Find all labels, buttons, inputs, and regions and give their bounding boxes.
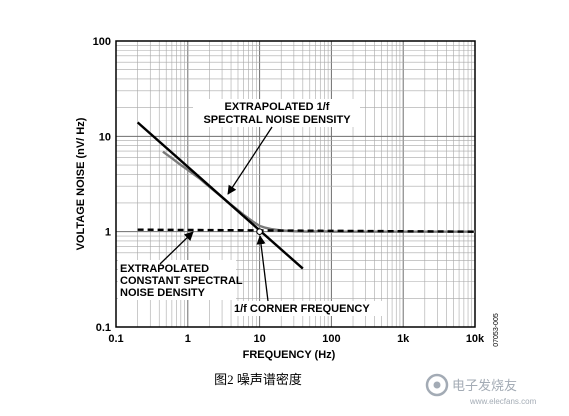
plot-frame [115,40,476,328]
annotation-constant-arrow [159,231,194,265]
x-tick-label: 10 [253,333,265,345]
measured-noise-series [162,150,475,233]
corner-point-marker [256,228,263,235]
annotation-1f-bg [193,99,360,127]
annotation-1f-arrow [227,126,273,195]
annotation-constant-line3: NOISE DENSITY [120,287,206,299]
annotation-1f-line1: EXTRAPOLATED 1/f [225,101,330,113]
x-tick-label: 1k [397,333,410,345]
y-tick-label: 10 [99,131,111,143]
x-tick-label: 1 [185,333,191,345]
annotation-corner-bg [232,301,382,316]
watermark-logo-dot-icon [433,381,441,389]
annotation-constant-line1: EXTRAPOLATED [120,263,209,275]
x-tick-label: 10k [466,333,485,345]
annotation-constant-bg [118,260,236,300]
watermark: 电子发烧友 www.elecfans.com [425,373,537,406]
y-tick-label: 1 [105,227,111,239]
plot-grid [116,41,475,327]
figure-caption: 图2 噪声谱密度 [214,372,302,387]
x-axis-title: FREQUENCY (Hz) [243,349,336,361]
x-tick-labels: 0.1 1 10 100 1k 10k [108,333,485,345]
annotation-1f-density: EXTRAPOLATED 1/f SPECTRAL NOISE DENSITY [193,99,360,195]
x-tick-label: 100 [322,333,340,345]
watermark-logo-icon [425,373,449,397]
annotation-constant-density: EXTRAPOLATED CONSTANT SPECTRAL NOISE DEN… [118,231,243,300]
x-tick-label: 0.1 [108,333,123,345]
marks-layer [256,228,263,235]
annotation-corner-frequency: 1/f CORNER FREQUENCY [232,235,382,316]
watermark-url: www.elecfans.com [469,397,537,406]
annotation-corner-label: 1/f CORNER FREQUENCY [234,303,370,315]
figure-code: 07053-005 [493,313,500,347]
annotation-1f-line2: SPECTRAL NOISE DENSITY [203,114,351,126]
y-axis-title: VOLTAGE NOISE (nV/ Hz) [75,117,87,250]
extrapolated-constant-series [137,228,476,233]
annotation-corner-arrow [256,235,269,302]
series-layer [136,121,476,270]
watermark-text: 电子发烧友 [452,378,517,393]
annotation-constant-line2: CONSTANT SPECTRAL [120,275,243,287]
extrapolated-1f-series [136,121,304,270]
y-tick-labels: 0.1 1 10 100 [93,36,111,334]
y-tick-label: 100 [93,36,111,48]
y-tick-label: 0.1 [96,322,111,334]
